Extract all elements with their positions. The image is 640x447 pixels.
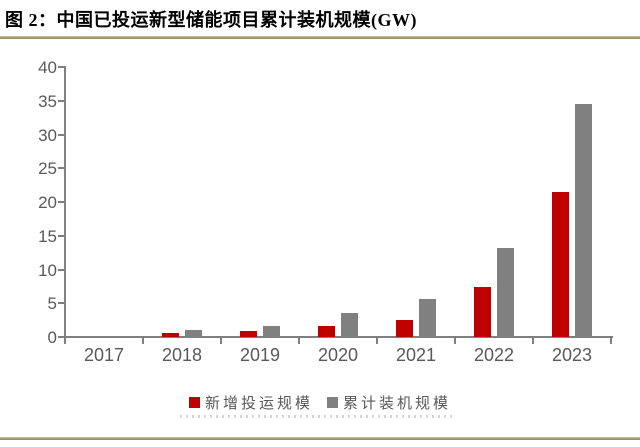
- legend-label-cumulative-capacity: 累计装机规模: [343, 396, 452, 412]
- bottom-gold-divider: [0, 437, 640, 440]
- y-tick-label: 5: [47, 294, 57, 314]
- y-tick-mark: [58, 268, 64, 271]
- y-tick-label: 35: [38, 91, 57, 111]
- y-tick-label: 0: [47, 328, 57, 347]
- legend-swatch-red-icon: [188, 397, 200, 408]
- x-axis-label-2021: 2021: [395, 345, 437, 365]
- top-gold-divider: [0, 36, 640, 39]
- x-axis-line: [64, 336, 613, 338]
- figure-title: 图 2：中国已投运新型储能项目累计装机规模(GW): [5, 10, 417, 30]
- bar-2019-new: [240, 330, 257, 337]
- x-axis-label-2017: 2017: [83, 345, 125, 365]
- y-tick-mark: [58, 234, 64, 237]
- y-tick-mark: [58, 167, 64, 170]
- x-tick-mark: [454, 338, 456, 344]
- bar-2020-cumulative: [341, 313, 358, 337]
- x-axis-label-2018: 2018: [161, 345, 203, 365]
- x-tick-mark: [64, 338, 66, 344]
- chart-legend: 新增投运规模 累计装机规模: [0, 392, 640, 413]
- legend-item-cumulative-capacity: 累计装机规模: [327, 392, 451, 413]
- legend-item-new-capacity: 新增投运规模: [188, 392, 313, 413]
- bar-2023-new: [552, 191, 569, 337]
- x-axis-label-2023: 2023: [551, 345, 593, 365]
- x-tick-mark: [376, 338, 378, 344]
- fine-print-illegible-row: [180, 415, 456, 418]
- bar-2018-new: [162, 332, 179, 337]
- x-axis-label-2022: 2022: [473, 345, 515, 365]
- y-tick-label: 20: [38, 193, 57, 212]
- y-tick-mark: [58, 99, 64, 102]
- y-tick-label: 15: [38, 226, 57, 246]
- x-tick-mark: [298, 338, 300, 344]
- y-tick-mark: [58, 302, 64, 305]
- x-tick-mark: [142, 338, 144, 344]
- bar-2021-cumulative: [419, 298, 436, 337]
- y-tick-mark: [58, 336, 64, 338]
- y-tick-label: 30: [38, 125, 57, 145]
- legend-swatch-gray-icon: [327, 397, 338, 408]
- y-tick-label: 10: [38, 260, 57, 280]
- x-tick-mark: [610, 338, 612, 344]
- x-axis-label-2019: 2019: [239, 345, 281, 365]
- x-tick-mark: [220, 338, 222, 344]
- y-tick-mark: [58, 66, 64, 68]
- y-tick-label: 40: [38, 58, 57, 77]
- bar-2022-cumulative: [497, 247, 514, 337]
- y-tick-label: 25: [38, 159, 57, 179]
- y-axis-line: [64, 66, 66, 339]
- bar-2021-new: [396, 320, 413, 337]
- bar-2020-new: [318, 325, 335, 337]
- bar-2019-cumulative: [263, 325, 280, 337]
- bar-2022-new: [474, 287, 491, 337]
- legend-label-new-capacity: 新增投运规模: [204, 396, 313, 412]
- y-tick-mark: [58, 133, 64, 136]
- bar-2018-cumulative: [185, 329, 202, 337]
- x-axis-label-2020: 2020: [317, 345, 359, 365]
- bar-2023-cumulative: [575, 104, 592, 337]
- y-tick-mark: [58, 201, 64, 203]
- x-tick-mark: [532, 338, 534, 344]
